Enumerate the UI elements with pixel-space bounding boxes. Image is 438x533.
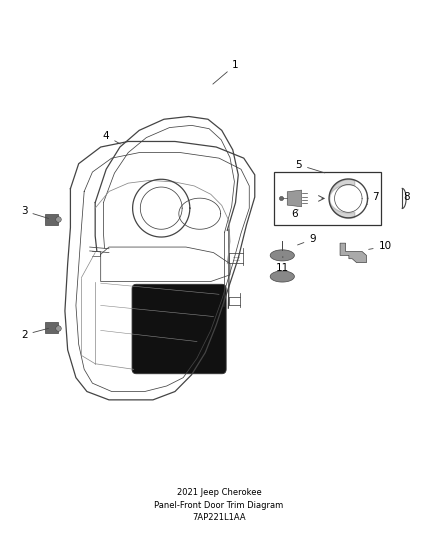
Text: 2021 Jeep Cherokee
Panel-Front Door Trim Diagram
7AP221L1AA: 2021 Jeep Cherokee Panel-Front Door Trim…: [154, 488, 284, 522]
Text: 4: 4: [103, 131, 120, 144]
Polygon shape: [45, 214, 58, 225]
Text: 8: 8: [402, 192, 410, 207]
Text: 6: 6: [291, 209, 298, 219]
Text: 3: 3: [21, 206, 49, 219]
Text: 9: 9: [297, 235, 316, 245]
Text: 2: 2: [21, 328, 49, 340]
Polygon shape: [287, 190, 301, 207]
Bar: [274, 172, 381, 225]
Text: 1: 1: [213, 60, 239, 84]
FancyBboxPatch shape: [132, 284, 226, 374]
Polygon shape: [45, 322, 58, 333]
Polygon shape: [270, 271, 294, 282]
Text: 5: 5: [296, 160, 325, 173]
Text: 11: 11: [276, 256, 290, 273]
Text: 10: 10: [369, 241, 392, 252]
Text: 7: 7: [367, 192, 379, 204]
Polygon shape: [340, 243, 367, 263]
Polygon shape: [270, 250, 294, 261]
